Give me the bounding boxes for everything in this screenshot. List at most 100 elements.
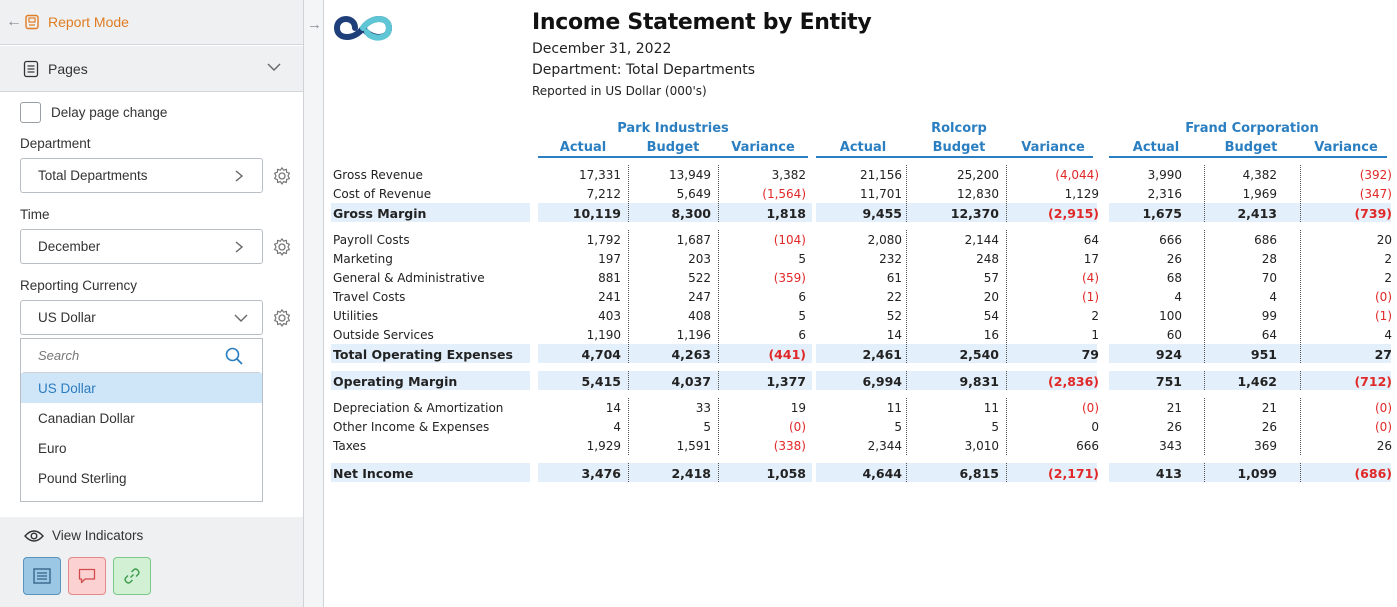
delay-page-change-checkbox[interactable] <box>20 102 41 123</box>
currency-option-us-dollar[interactable]: US Dollar <box>21 373 262 403</box>
report-department: Department: Total Departments <box>532 62 756 78</box>
row-label: Other Income & Expenses <box>333 420 490 434</box>
time-selector[interactable]: December <box>20 229 263 264</box>
eye-icon <box>24 529 44 542</box>
cell-actual: 26 <box>1166 420 1182 434</box>
cell-variance: 1,818 <box>766 206 806 221</box>
row-highlight <box>816 371 1097 390</box>
cell-actual: 60 <box>1166 328 1182 342</box>
column-header-actual: Actual <box>559 140 607 155</box>
cell-budget: 21 <box>1261 401 1277 415</box>
column-header-actual: Actual <box>1132 140 1180 155</box>
currency-search-input[interactable]: Search <box>23 339 260 373</box>
cell-actual: 9,455 <box>862 206 902 221</box>
row-highlight <box>1109 344 1391 363</box>
currency-option-pound-sterling[interactable]: Pound Sterling <box>38 470 127 486</box>
forward-arrow-icon[interactable]: → <box>307 16 322 33</box>
view-indicators-panel: View Indicators <box>0 517 303 607</box>
row-highlight <box>538 344 812 363</box>
cell-budget: 57 <box>983 271 999 285</box>
report-mode-icon[interactable] <box>24 14 40 30</box>
cell-budget: 369 <box>1254 439 1277 453</box>
cell-budget: 1,687 <box>676 233 711 247</box>
cell-budget: 5 <box>703 420 711 434</box>
department-settings-gear-icon[interactable] <box>272 166 292 186</box>
column-separator <box>1006 398 1007 455</box>
report-mode-label[interactable]: Report Mode <box>48 14 129 30</box>
cell-actual: 4 <box>1174 290 1182 304</box>
row-label: Marketing <box>333 252 393 266</box>
cell-budget: 248 <box>976 252 999 266</box>
notes-indicator-button[interactable] <box>23 557 61 595</box>
department-label: Department <box>20 136 91 151</box>
row-highlight <box>1109 203 1391 222</box>
row-label: Net Income <box>333 466 414 481</box>
entity-underline <box>816 156 1093 158</box>
column-separator <box>718 463 719 482</box>
column-header-budget: Budget <box>1224 140 1278 155</box>
cell-actual: 413 <box>1155 466 1182 481</box>
row-label: Utilities <box>333 309 379 323</box>
cell-budget: 64 <box>1261 328 1277 342</box>
table-row-other-income-expenses: Other Income & Expenses 4 5 (0) 5 5 0 26 26 (0) <box>325 417 1397 436</box>
cell-variance: 6 <box>798 328 806 342</box>
table-row-utilities: Utilities 403 408 5 52 54 2 100 99 (1) <box>325 306 1397 325</box>
currency-settings-gear-icon[interactable] <box>272 308 292 328</box>
column-separator <box>1300 230 1301 363</box>
column-header-variance: Variance <box>731 140 795 155</box>
cell-variance: 5 <box>798 309 806 323</box>
reporting-currency-label: Reporting Currency <box>20 278 138 293</box>
currency-option-euro[interactable]: Euro <box>38 440 67 456</box>
back-arrow-icon[interactable]: ← <box>6 13 22 30</box>
comments-indicator-button[interactable] <box>68 557 106 595</box>
column-separator <box>628 463 629 482</box>
cell-actual: 22 <box>886 290 902 304</box>
column-separator <box>906 230 907 363</box>
search-icon[interactable] <box>224 346 244 366</box>
cell-actual: 21 <box>1166 401 1182 415</box>
cell-variance: (0) <box>1375 420 1392 434</box>
cell-actual: 14 <box>605 401 621 415</box>
cell-actual: 343 <box>1159 439 1182 453</box>
cell-budget: 5 <box>991 420 999 434</box>
row-label: Outside Services <box>333 328 434 342</box>
cell-variance: 6 <box>798 290 806 304</box>
department-value: Total Departments <box>38 168 148 183</box>
row-label: Gross Margin <box>333 206 427 221</box>
row-highlight <box>816 203 1097 222</box>
report-currency-note: Reported in US Dollar (000's) <box>532 84 707 98</box>
department-selector[interactable]: Total Departments <box>20 158 263 193</box>
cell-actual: 241 <box>598 290 621 304</box>
row-highlight <box>816 463 1097 482</box>
cell-variance: 26 <box>1376 439 1392 453</box>
chevron-down-icon[interactable] <box>267 62 281 72</box>
cell-budget: 4,382 <box>1242 168 1277 182</box>
cell-variance: (104) <box>773 233 806 247</box>
row-label: Payroll Costs <box>333 233 410 247</box>
pages-section-toggle[interactable]: Pages <box>0 46 303 92</box>
cell-budget: 1,591 <box>676 439 711 453</box>
row-highlight <box>538 371 812 390</box>
row-label: Depreciation & Amortization <box>333 401 504 415</box>
reporting-currency-selector[interactable]: US Dollar <box>20 300 263 335</box>
row-label: Travel Costs <box>333 290 406 304</box>
row-highlight <box>1109 371 1391 390</box>
row-highlight <box>331 371 530 390</box>
column-separator <box>718 230 719 363</box>
cell-variance: 4 <box>1384 328 1392 342</box>
reporting-currency-value: US Dollar <box>38 310 96 325</box>
cell-budget: 12,830 <box>957 187 999 201</box>
links-indicator-button[interactable] <box>113 557 151 595</box>
column-separator <box>906 463 907 482</box>
row-label: Taxes <box>333 439 367 453</box>
search-placeholder: Search <box>38 348 80 363</box>
time-settings-gear-icon[interactable] <box>272 237 292 257</box>
delay-page-change-label: Delay page change <box>51 105 168 120</box>
currency-option-canadian-dollar[interactable]: Canadian Dollar <box>38 410 135 426</box>
entity-header-rolcorp: Rolcorp <box>931 121 987 136</box>
cell-budget: 1,462 <box>1237 374 1277 389</box>
cell-variance: 3,382 <box>771 168 806 182</box>
cell-variance: 20 <box>1376 233 1392 247</box>
cell-budget: 28 <box>1261 252 1277 266</box>
cell-variance: 1,377 <box>766 374 806 389</box>
